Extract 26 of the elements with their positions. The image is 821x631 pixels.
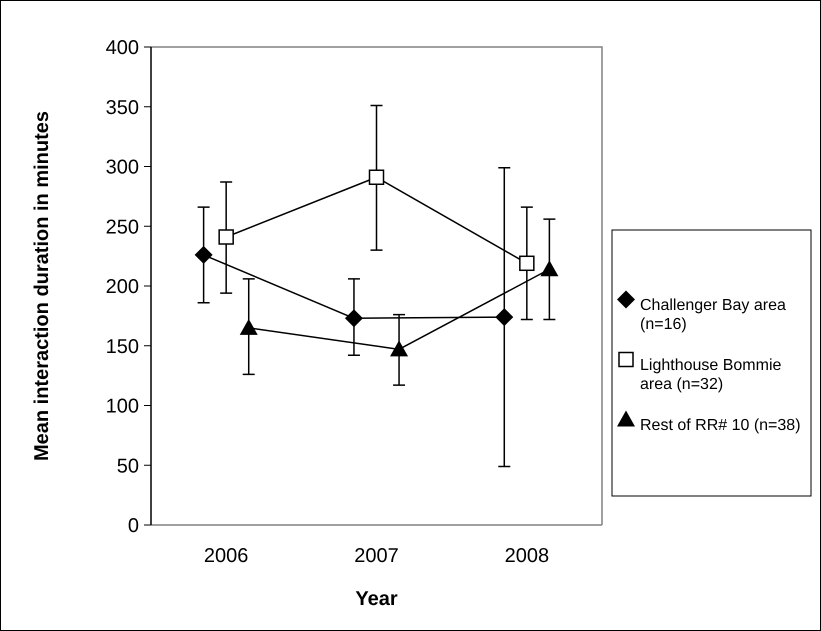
legend-label: Challenger Bay area (n=16) <box>640 297 786 334</box>
legend-label: Lighthouse Bommie area (n=32) <box>640 357 782 394</box>
point <box>495 308 514 326</box>
y-tick-label: 0 <box>128 515 139 537</box>
point <box>390 340 408 356</box>
x-axis-title: Year <box>355 588 398 610</box>
point <box>540 260 558 276</box>
x-tick-label: 2006 <box>204 545 248 567</box>
y-axis-title: Mean interaction duration in minutes <box>31 110 53 462</box>
y-tick-label: 150 <box>106 336 139 358</box>
point <box>240 318 258 335</box>
x-tick-label: 2008 <box>504 545 550 567</box>
point <box>194 246 213 264</box>
point <box>218 229 234 245</box>
x-tick-label: 2007 <box>354 545 399 567</box>
point <box>368 170 384 186</box>
y-tick-label: 300 <box>106 156 139 178</box>
point <box>344 309 363 328</box>
y-tick-label: 200 <box>106 276 139 298</box>
y-tick-label: 350 <box>106 96 139 119</box>
y-tick-label: 50 <box>116 455 139 478</box>
y-tick-label: 400 <box>106 37 139 59</box>
y-tick-label: 100 <box>106 396 139 418</box>
legend-label: Rest of RR# 10 (n=38) <box>640 417 801 434</box>
y-tick-label: 250 <box>106 216 139 238</box>
point <box>519 256 535 272</box>
